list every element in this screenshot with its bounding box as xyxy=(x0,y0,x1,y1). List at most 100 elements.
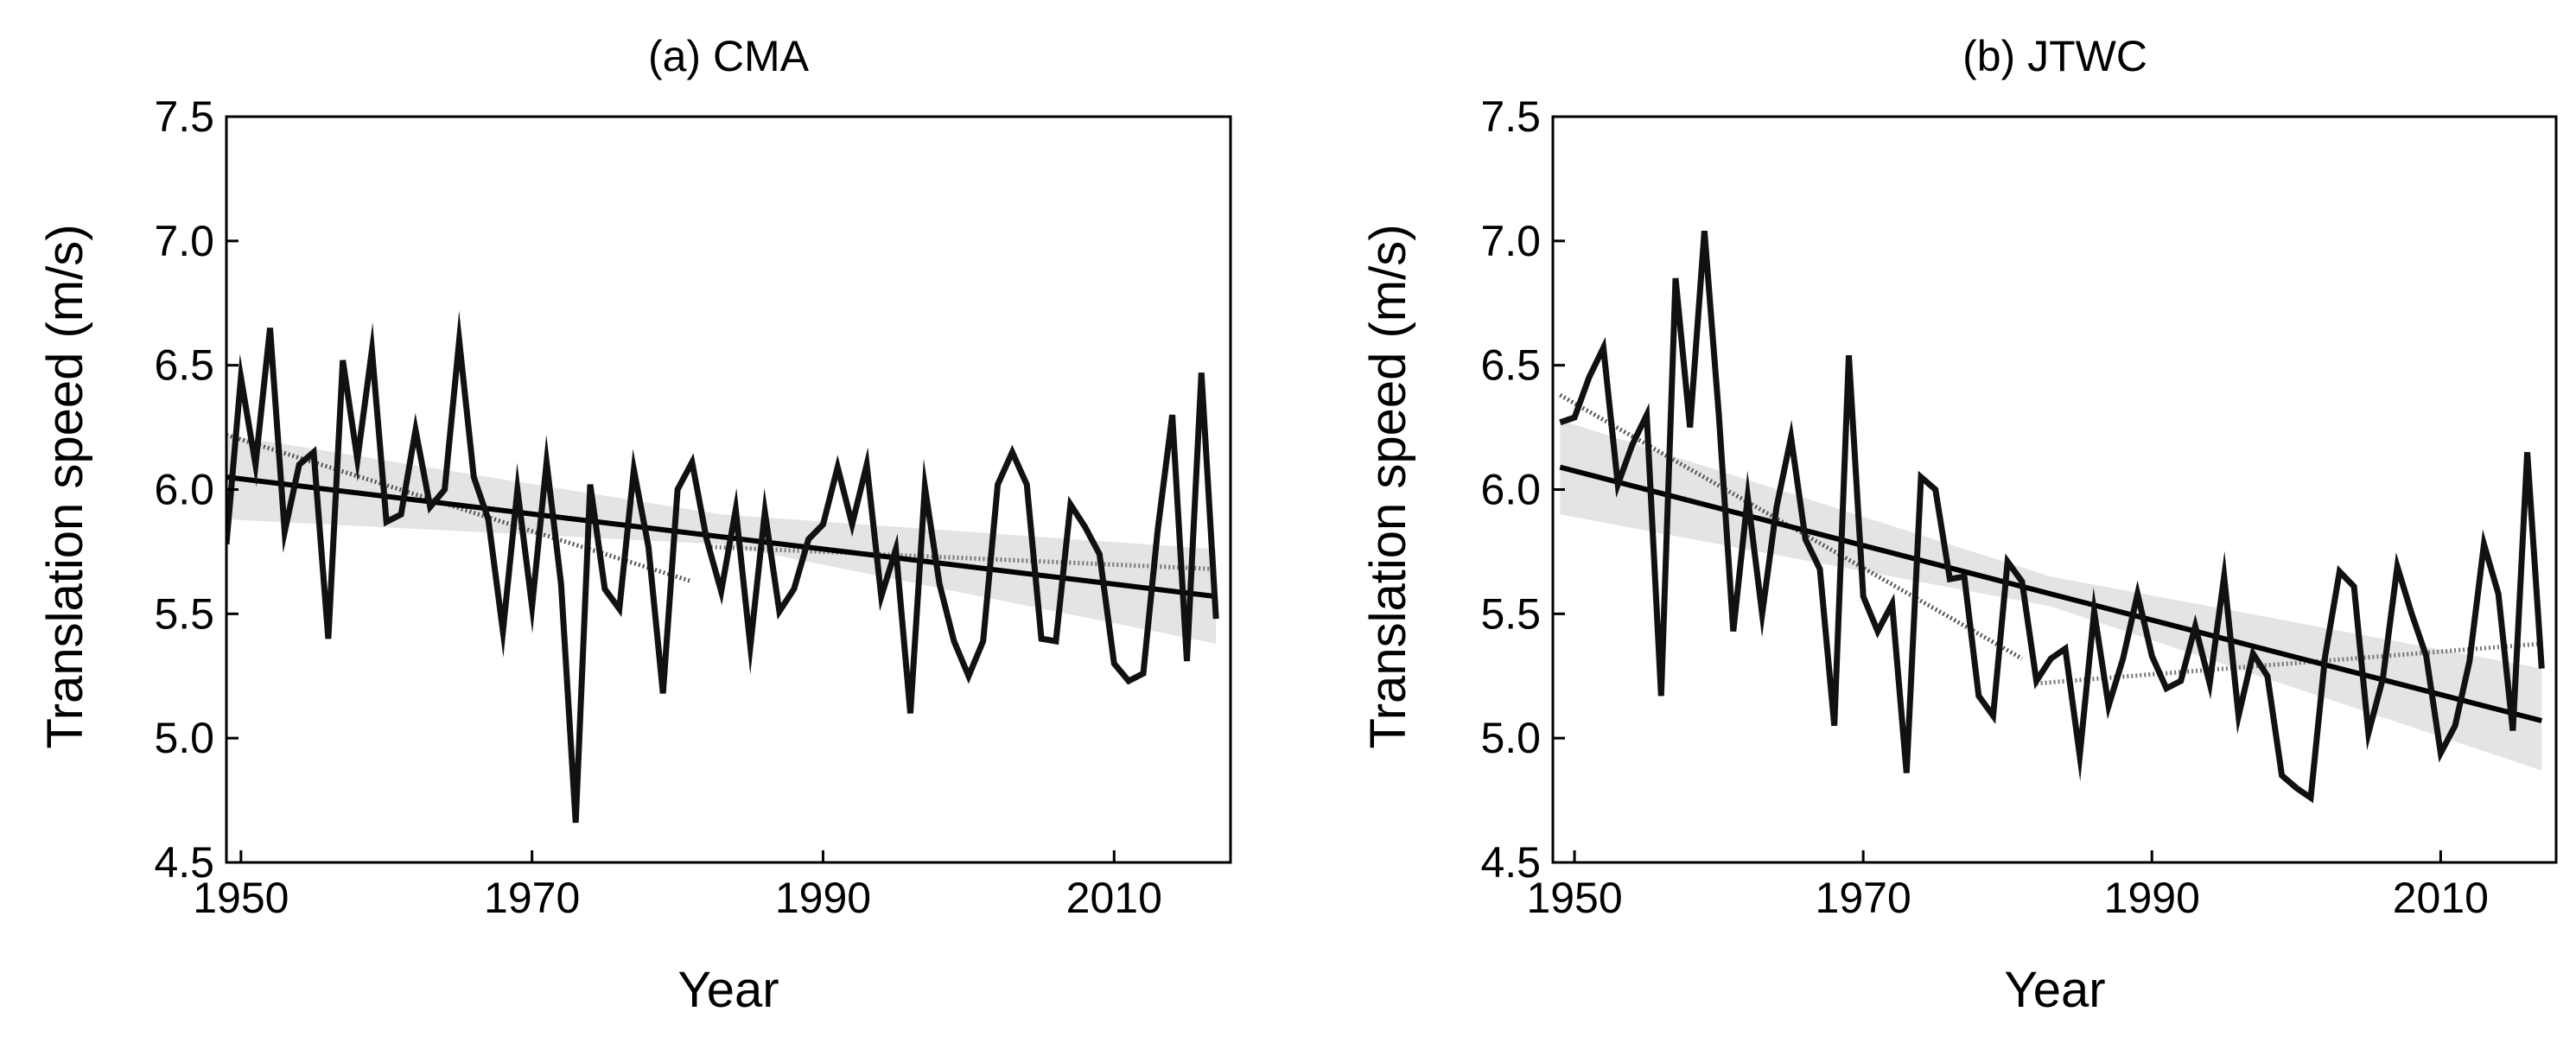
panel-a-point-2003 xyxy=(1010,450,1014,454)
panel-a-point-1968 xyxy=(501,630,505,633)
panel-b-point-1957 xyxy=(1674,277,1677,280)
panel-b-point-1997 xyxy=(2251,652,2255,655)
panel-b-point-1955 xyxy=(1645,413,1649,417)
panel-a-point-1958 xyxy=(356,458,359,461)
panel-b-x-tick-label: 1970 xyxy=(1816,874,1911,922)
panel-b-y-tick-label: 5.0 xyxy=(1480,714,1541,762)
panel-a-point-1981 xyxy=(690,461,694,464)
panel-b-y-tick-label: 7.5 xyxy=(1480,92,1541,141)
panel-b-y-tick-label: 5.5 xyxy=(1480,589,1541,638)
panel-b-y-ticks: 4.5 5.0 5.5 6.0 6.5 7.0 7.5 xyxy=(1480,92,1565,887)
panel-a-x-tick-label: 2010 xyxy=(1066,874,1162,922)
panel-a-y-tick-label: 7.5 xyxy=(154,92,214,141)
panel-a-point-2002 xyxy=(996,483,1000,487)
panel-b-point-1979 xyxy=(1992,714,1995,717)
panel-a-point-1954 xyxy=(297,463,301,467)
panel-b-point-1967 xyxy=(1818,568,1822,571)
panel-a-point-1975 xyxy=(603,588,607,591)
panel-b-point-1998 xyxy=(2266,674,2269,678)
panel-b-point-1983 xyxy=(2049,657,2052,660)
panel-b-point-1986 xyxy=(2092,610,2096,614)
panel-b-point-1961 xyxy=(1732,630,1735,633)
panel-a-point-2001 xyxy=(982,639,985,643)
panel-a-point-1982 xyxy=(705,538,709,541)
panel-a-point-1993 xyxy=(865,463,868,467)
panel-a-point-2006 xyxy=(1054,639,1058,643)
panel-a-y-tick-label: 6.0 xyxy=(154,466,214,514)
panel-a-point-2014 xyxy=(1171,413,1174,417)
panel-b-point-2001 xyxy=(2309,796,2312,799)
panel-b-y-tick-label: 4.5 xyxy=(1480,838,1541,887)
panel-a-point-1997 xyxy=(923,486,926,489)
panel-a-point-2015 xyxy=(1186,659,1189,663)
panel-a-point-2012 xyxy=(1142,671,1145,675)
panel-b-point-1988 xyxy=(2121,657,2125,660)
panel-b-point-1965 xyxy=(1790,436,1793,439)
panel-b-point-1958 xyxy=(1689,426,1692,429)
panel-b-annual-series xyxy=(1559,231,2545,804)
panel-b-point-1970 xyxy=(1861,595,1865,598)
panel-a-y-tick-label: 4.5 xyxy=(154,838,214,887)
panel-b-point-1973 xyxy=(1905,771,1908,774)
panel-a-point-1957 xyxy=(341,359,345,362)
panel-a-point-1988 xyxy=(792,588,796,591)
panel-b-point-1978 xyxy=(1977,694,1981,697)
panel-a-y-tick-label: 5.5 xyxy=(154,589,214,638)
panel-b-y-tick-label: 6.5 xyxy=(1480,341,1541,390)
panel-a-x-label: Year xyxy=(677,962,779,1018)
panel-b-point-1949 xyxy=(1558,421,1562,424)
panel-b-point-1953 xyxy=(1616,483,1619,487)
panel-b-x-label: Year xyxy=(2004,962,2105,1018)
panel-a-point-1974 xyxy=(588,483,592,487)
panel-b-point-1954 xyxy=(1631,443,1634,447)
panel-a-piecewise-trend-late xyxy=(706,544,1217,572)
panel-a-point-1983 xyxy=(720,589,723,593)
panel-b-x-tick-label: 1950 xyxy=(1526,874,1622,922)
panel-a-point-1979 xyxy=(661,691,665,695)
panel-a-point-1980 xyxy=(676,488,679,492)
panel-a-point-1996 xyxy=(909,711,913,715)
panel-a-point-2017 xyxy=(1214,617,1218,620)
panel-a-point-2009 xyxy=(1097,552,1101,556)
panel-b-point-1985 xyxy=(2078,754,2082,757)
panel-b-point-1966 xyxy=(1803,538,1807,541)
panel-a-point-1952 xyxy=(269,327,272,330)
panel-a-point-1959 xyxy=(370,348,373,352)
panel-a-point-1962 xyxy=(414,429,417,432)
panel-a-x-tick-label: 1950 xyxy=(193,874,289,922)
panel-b-point-2004 xyxy=(2352,585,2356,588)
panel-b-y-tick-label: 6.0 xyxy=(1480,466,1541,514)
panel-a-y-ticks: 4.5 5.0 5.5 6.0 6.5 7.0 7.5 xyxy=(154,92,239,887)
panel-b-point-1959 xyxy=(1702,229,1706,232)
panel-a-point-1970 xyxy=(531,605,534,608)
panel-b-point-2014 xyxy=(2496,592,2500,595)
panel-a-point-2000 xyxy=(967,674,970,678)
panel-a-point-1977 xyxy=(633,468,636,472)
panel-a-plot xyxy=(225,115,1232,864)
panel-b-point-2013 xyxy=(2483,543,2486,546)
panel-a-point-1955 xyxy=(312,450,315,454)
panel-b-point-2010 xyxy=(2439,751,2442,754)
panel-b-point-2012 xyxy=(2468,659,2471,663)
panel-a-point-2016 xyxy=(1199,371,1203,374)
panel-b-x-ticks: 1950 1970 1990 2010 xyxy=(1526,850,2489,922)
panel-b-point-1996 xyxy=(2237,714,2241,717)
panel-a-point-1969 xyxy=(516,488,519,492)
panel-a-point-1998 xyxy=(938,582,941,586)
panel-a-point-1999 xyxy=(952,639,956,643)
panel-b-point-1977 xyxy=(1962,575,1966,578)
panel-a-point-2013 xyxy=(1156,528,1160,531)
panel-a-point-1985 xyxy=(748,645,752,648)
panel-b-point-1952 xyxy=(1602,347,1606,350)
panel-b-point-1992 xyxy=(2179,679,2183,683)
panel-b-point-1984 xyxy=(2064,647,2067,651)
panel-b-point-1982 xyxy=(2035,679,2039,683)
panel-a-point-1972 xyxy=(559,582,563,586)
panel-a-point-1973 xyxy=(574,821,577,824)
panel-a-point-1991 xyxy=(836,466,839,469)
panel-b-point-1951 xyxy=(1587,376,1591,379)
panel-a-point-1964 xyxy=(443,488,447,492)
panel-a-point-2010 xyxy=(1112,662,1116,665)
panel-b-point-1987 xyxy=(2107,704,2110,708)
